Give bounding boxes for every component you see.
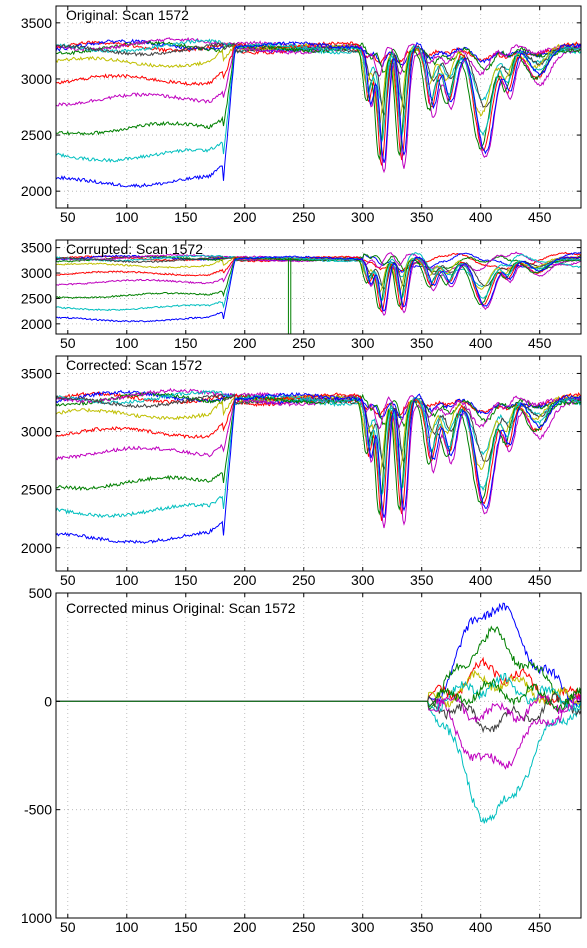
panel-title: Corrected minus Original: Scan 1572: [66, 600, 296, 616]
x-tick-label: 200: [233, 209, 257, 225]
series-group: [56, 387, 581, 544]
x-tick-label: 250: [292, 919, 316, 935]
axes-frame: [55, 5, 582, 209]
plot-area: [56, 240, 581, 334]
series-line-2: [56, 256, 581, 312]
panel-title: Original: Scan 1572: [66, 7, 189, 23]
x-tick-label: 50: [60, 335, 76, 351]
y-tick-label: 2500: [21, 290, 52, 306]
x-tick-label: 100: [115, 209, 139, 225]
y-tick-label: 2500: [21, 127, 52, 143]
y-tick-label: 500: [29, 585, 53, 601]
x-tick-label: 150: [174, 919, 198, 935]
x-tick-label: 400: [469, 209, 493, 225]
diff-line-10: [56, 677, 581, 713]
x-tick-label: 200: [233, 335, 257, 351]
series-group: [56, 251, 581, 334]
series-line-2: [56, 41, 581, 163]
series-group: [56, 602, 581, 824]
y-tick-label: -500: [24, 802, 52, 818]
series-line-1: [56, 391, 581, 544]
x-tick-label: 100: [115, 335, 139, 351]
y-tick-label: 2500: [21, 482, 52, 498]
x-tick-label: 300: [351, 572, 375, 588]
x-tick-label: 450: [528, 335, 552, 351]
y-tick-label: 0: [44, 693, 52, 709]
y-tick-label: 3500: [21, 240, 52, 256]
x-tick-label: 100: [115, 572, 139, 588]
x-tick-label: 300: [351, 335, 375, 351]
x-tick-label: 400: [469, 919, 493, 935]
x-tick-label: 150: [174, 572, 198, 588]
series-line-4: [56, 45, 581, 174]
y-tick-label: 2000: [21, 183, 52, 199]
series-line-3: [56, 44, 581, 161]
axes-frame: [55, 592, 582, 919]
chart-panel-2: 50 100 150 200 250 300 350 400 450 2000 2500 3000 35…: [21, 239, 582, 351]
x-tick-label: 150: [174, 209, 198, 225]
x-tick-label: 150: [174, 335, 198, 351]
x-tick-label: 250: [292, 335, 316, 351]
y-tick-label: 3500: [21, 365, 52, 381]
y-tick-label: 1000: [21, 910, 52, 926]
spike-line: [287, 257, 292, 334]
x-tick-label: 350: [410, 572, 434, 588]
x-tick-label: 50: [60, 919, 76, 935]
series-line-9: [56, 251, 581, 273]
series-line-5: [56, 41, 581, 166]
x-tick-label: 200: [233, 572, 257, 588]
y-tick-label: 3000: [21, 424, 52, 440]
x-tick-label: 50: [60, 572, 76, 588]
x-tick-label: 300: [351, 209, 375, 225]
y-tick-label: 3000: [21, 71, 52, 87]
y-tick-label: 2000: [21, 316, 52, 332]
x-tick-label: 50: [60, 209, 76, 225]
x-tick-label: 450: [528, 209, 552, 225]
series-line-2: [56, 393, 581, 519]
plot-area: [56, 356, 581, 571]
plot-area: [56, 6, 581, 208]
x-tick-label: 100: [115, 919, 139, 935]
x-tick-label: 250: [292, 572, 316, 588]
x-tick-label: 400: [469, 572, 493, 588]
axes-frame: [55, 239, 582, 335]
y-tick-label: 3500: [21, 15, 52, 31]
chart-panel-4: 50 100 150 200 250 300 350 400 450 1000 -500 0 500 Co…: [21, 585, 582, 935]
chart-panel-1: 50 100 150 200 250 300 350 400 450 2000 2500 3000 35…: [21, 5, 582, 225]
series-line-1: [56, 41, 581, 188]
series-group: [56, 36, 581, 188]
x-tick-label: 450: [528, 572, 552, 588]
x-tick-label: 350: [410, 209, 434, 225]
y-tick-label: 3000: [21, 265, 52, 281]
chart-panel-3: 50 100 150 200 250 300 350 400 450 2000 2500 3000 35…: [21, 355, 582, 588]
x-tick-label: 400: [469, 335, 493, 351]
series-line-3: [56, 395, 581, 516]
x-tick-label: 450: [528, 919, 552, 935]
series-line-1: [56, 255, 581, 323]
x-tick-label: 300: [351, 919, 375, 935]
x-tick-label: 200: [233, 919, 257, 935]
x-tick-label: 350: [410, 335, 434, 351]
series-line-3: [56, 257, 581, 310]
axes-frame: [55, 355, 582, 572]
x-tick-label: 350: [410, 919, 434, 935]
series-line-5: [56, 255, 581, 313]
panel-title: Corrupted: Scan 1572: [66, 241, 203, 257]
x-tick-label: 250: [292, 209, 316, 225]
panel-title: Corrected: Scan 1572: [66, 357, 202, 373]
y-tick-label: 2000: [21, 540, 52, 556]
plot-area: [56, 593, 581, 918]
